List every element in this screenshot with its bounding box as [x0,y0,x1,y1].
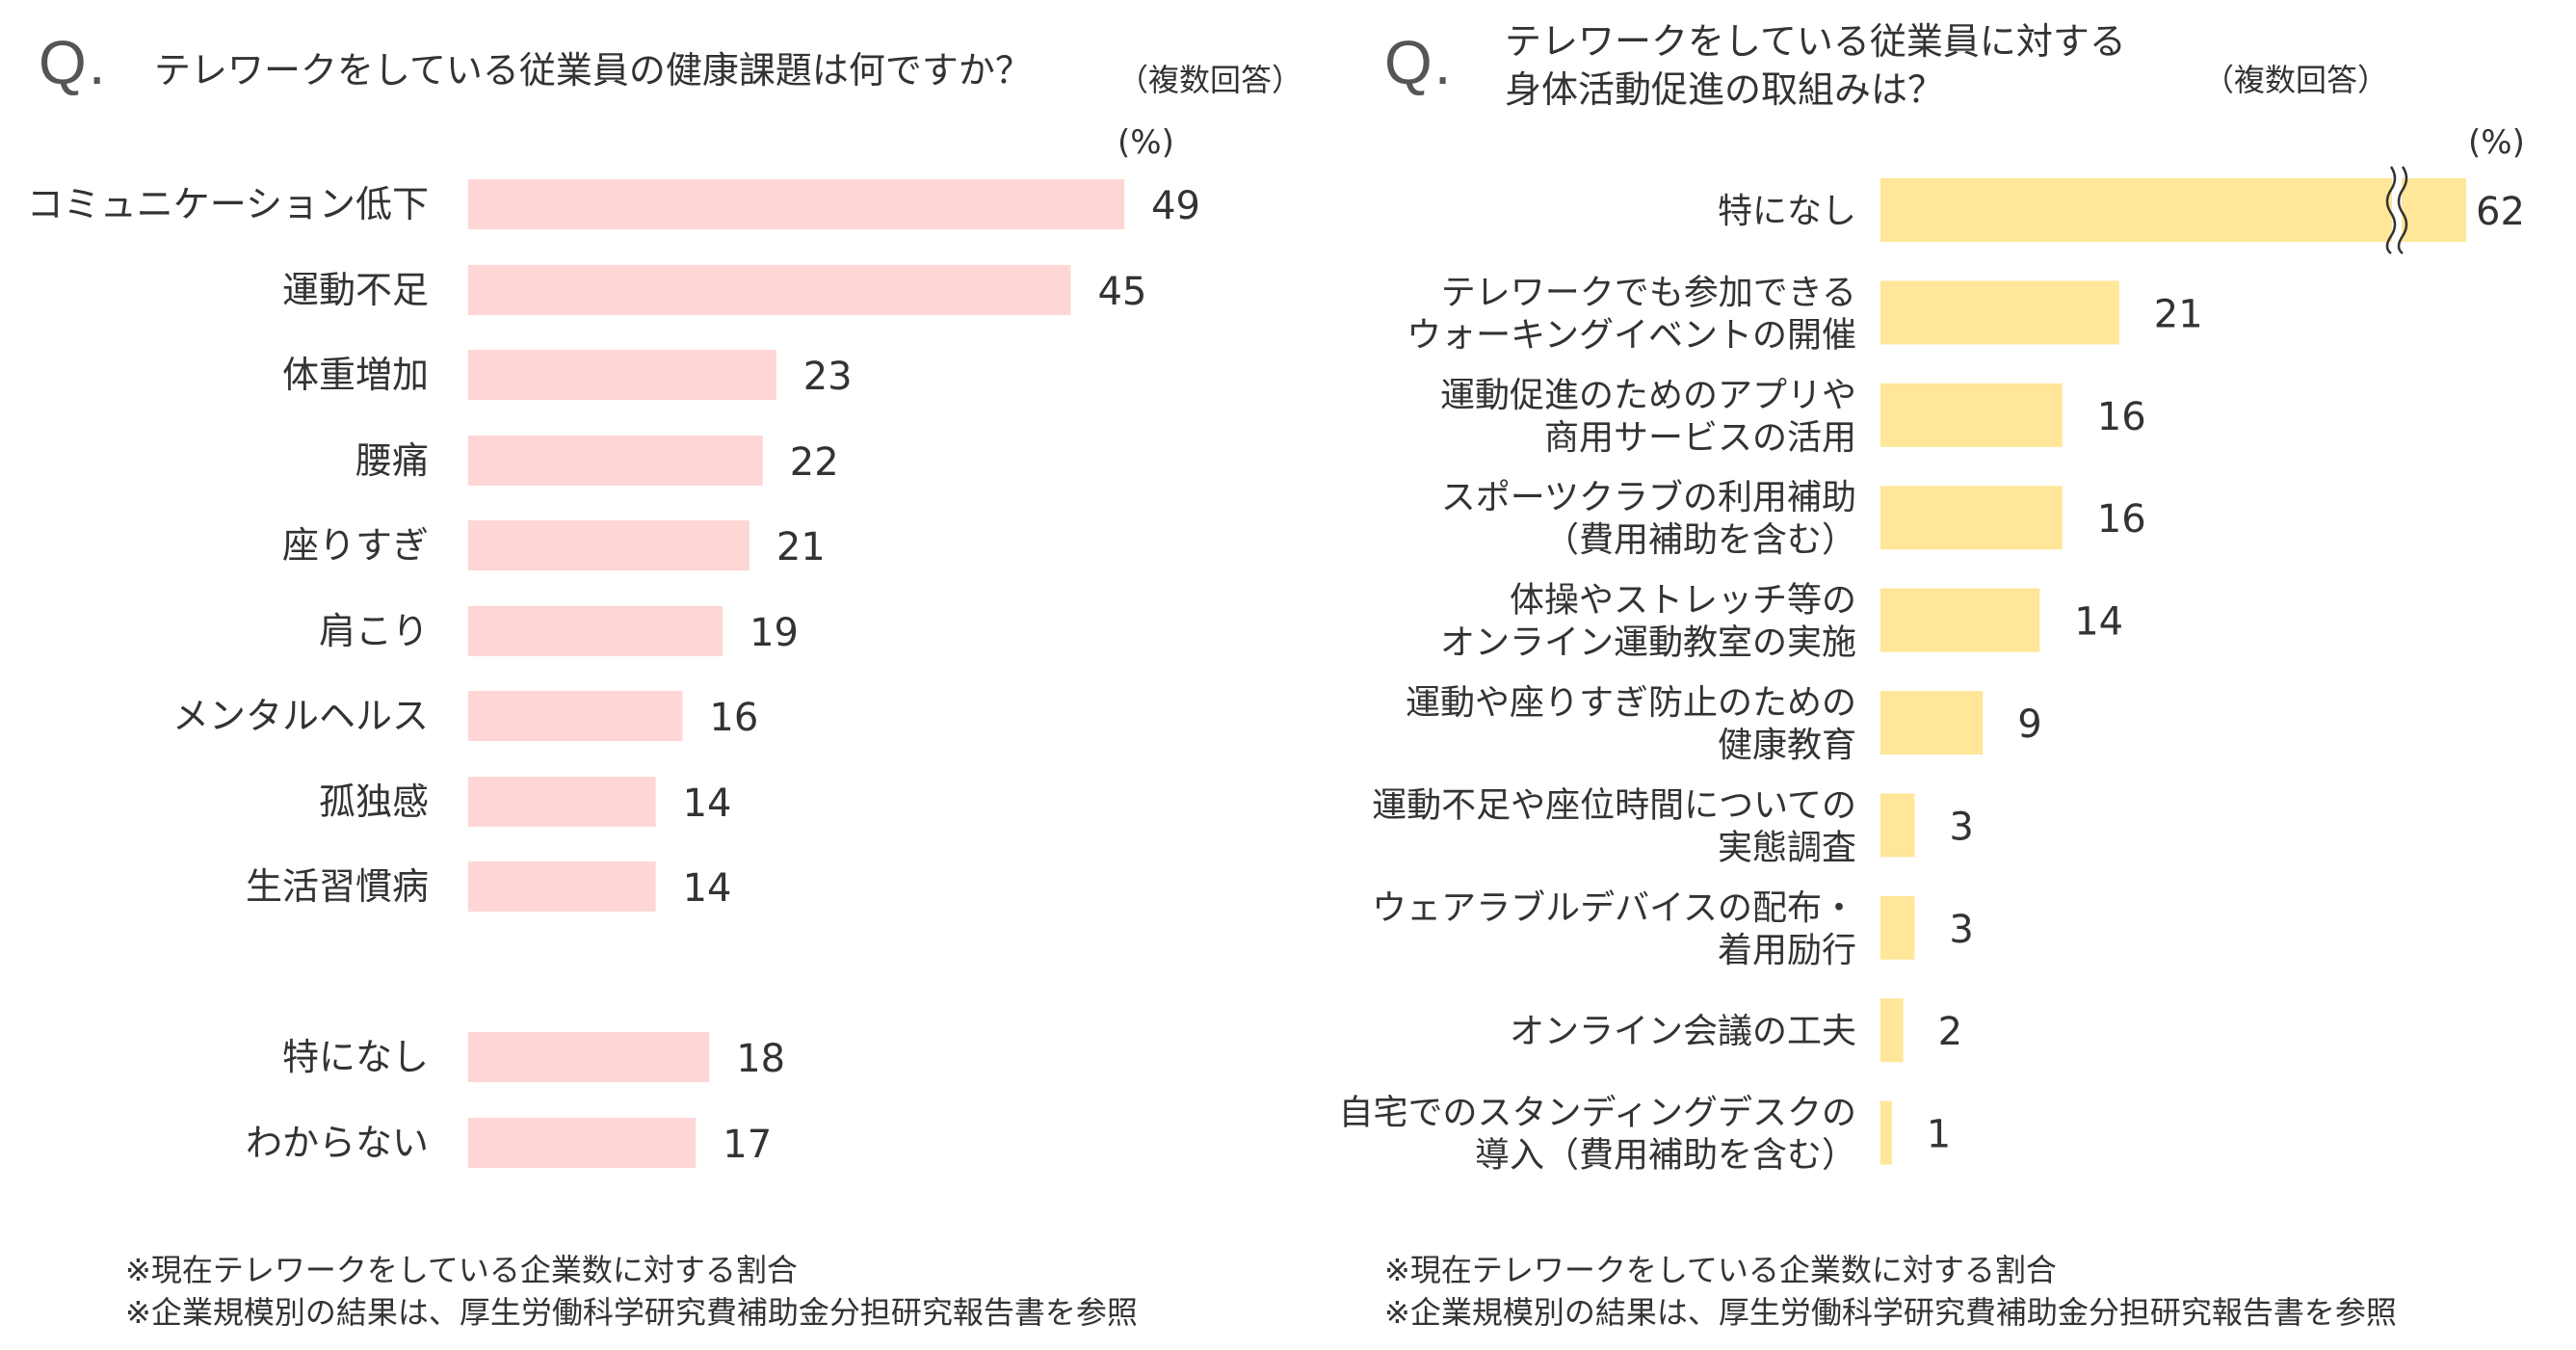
unit-label: (%) [1117,123,1174,162]
value-label: 14 [683,866,732,911]
bar [1880,1100,1892,1165]
category-label: スポーツクラブの利用補助（費用補助を含む） [1441,478,1856,560]
bar [468,520,749,570]
category-label: 孤独感 [319,781,429,823]
health-issues-panel: Q. テレワークをしている従業員の健康課題は何ですか？ （複数回答） (%) コ… [27,28,1303,1331]
question-title: テレワークをしている従業員の健康課題は何ですか？ [154,49,1032,92]
multiple-answer-note: （複数回答） [1117,62,1303,98]
category-label: 運動促進のためのアプリや商用サービスの活用 [1440,376,1856,458]
bar [468,606,723,656]
value-label: 45 [1098,270,1147,314]
value-label: 14 [683,781,732,826]
category-label: 特になし [1718,192,1856,231]
question-mark: Q. [1384,28,1454,97]
category-label: わからない [246,1122,429,1164]
category-label: テレワークでも参加できるウォーキングイベントの開催 [1406,273,1856,355]
value-label: 49 [1151,184,1200,228]
value-label: 16 [2097,497,2146,542]
category-label: 肩こり [319,610,429,652]
bar [1880,280,2119,345]
axis-break-line-2 [2397,166,2408,254]
category-label: 体重増加 [282,354,429,396]
value-label: 19 [749,611,799,655]
value-label: 1 [1927,1113,1951,1157]
category-label: 体操やストレッチ等のオンライン運動教室の実施 [1440,581,1856,663]
bar [1880,895,1915,960]
category-label: 運動不足 [282,269,429,311]
category-label: オンライン会議の工夫 [1510,1012,1856,1051]
value-label: 21 [2154,292,2203,336]
bar [468,691,683,741]
value-label: 62 [2476,190,2525,234]
value-label: 2 [1938,1010,1962,1054]
bar [468,350,776,400]
category-label: メンタルヘルス [172,695,429,737]
category-label: コミュニケーション低下 [27,183,429,225]
footnote-2: ※企業規模別の結果は、厚生労働科学研究費補助金分担研究報告書を参照 [1384,1294,2397,1331]
value-label: 18 [736,1037,785,1081]
bar [468,777,656,827]
value-label: 14 [2074,600,2123,645]
value-label: 22 [790,440,839,485]
bar [468,179,1125,229]
bar [1880,383,2063,447]
category-label: 特になし [282,1036,429,1078]
category-label: 運動不足や座位時間についての実態調査 [1372,785,1856,867]
multiple-answer-note: （複数回答） [2203,62,2389,98]
footnote-2: ※企業規模別の結果は、厚生労働科学研究費補助金分担研究報告書を参照 [125,1294,1138,1331]
bar [468,265,1071,315]
bar [1880,691,1984,754]
value-label: 21 [776,525,826,569]
health-issues-bar-chart: コミュニケーション低下 49 運動不足 45 体重増加 23 腰痛 22 座りすぎ 21 肩こり 19… [27,179,1200,1168]
bar [1880,998,1904,1063]
question-mark: Q. [39,28,108,97]
bar [1880,178,2466,242]
category-label: 生活習慣病 [246,865,429,908]
bar [468,436,763,486]
axis-break-gap [2392,167,2402,253]
value-label: 3 [1949,908,1973,952]
footnote-1: ※現在テレワークをしている企業数に対する割合 [1384,1252,2057,1288]
value-label: 16 [709,696,758,740]
category-label: ウェアラブルデバイスの配布・着用励行 [1372,888,1856,970]
bar [1880,486,2063,550]
bar [468,861,656,912]
category-label: 自宅でのスタンディングデスクの導入（費用補助を含む） [1339,1094,1856,1176]
bar [468,1118,697,1168]
value-label: 3 [1949,805,1973,849]
value-label: 16 [2097,395,2146,439]
footnote-1: ※現在テレワークをしている企業数に対する割合 [125,1252,798,1288]
unit-label: (%) [2468,123,2525,162]
value-label: 23 [803,355,853,399]
bar [1880,793,1915,858]
axis-break-line-1 [2385,166,2397,254]
bar [468,1032,710,1082]
value-label: 9 [2017,702,2041,747]
category-label: 運動や座りすぎ防止のための健康教育 [1406,683,1856,765]
question-title: テレワークをしている従業員に対する 身体活動促進の取組みは？ [1505,20,2126,111]
value-label: 17 [723,1123,772,1167]
category-label: 腰痛 [355,439,429,482]
activity-promotion-panel: Q. テレワークをしている従業員に対する 身体活動促進の取組みは？ （複数回答）… [1288,0,2576,1350]
bar [1880,588,2040,652]
category-label: 座りすぎ [282,524,429,567]
